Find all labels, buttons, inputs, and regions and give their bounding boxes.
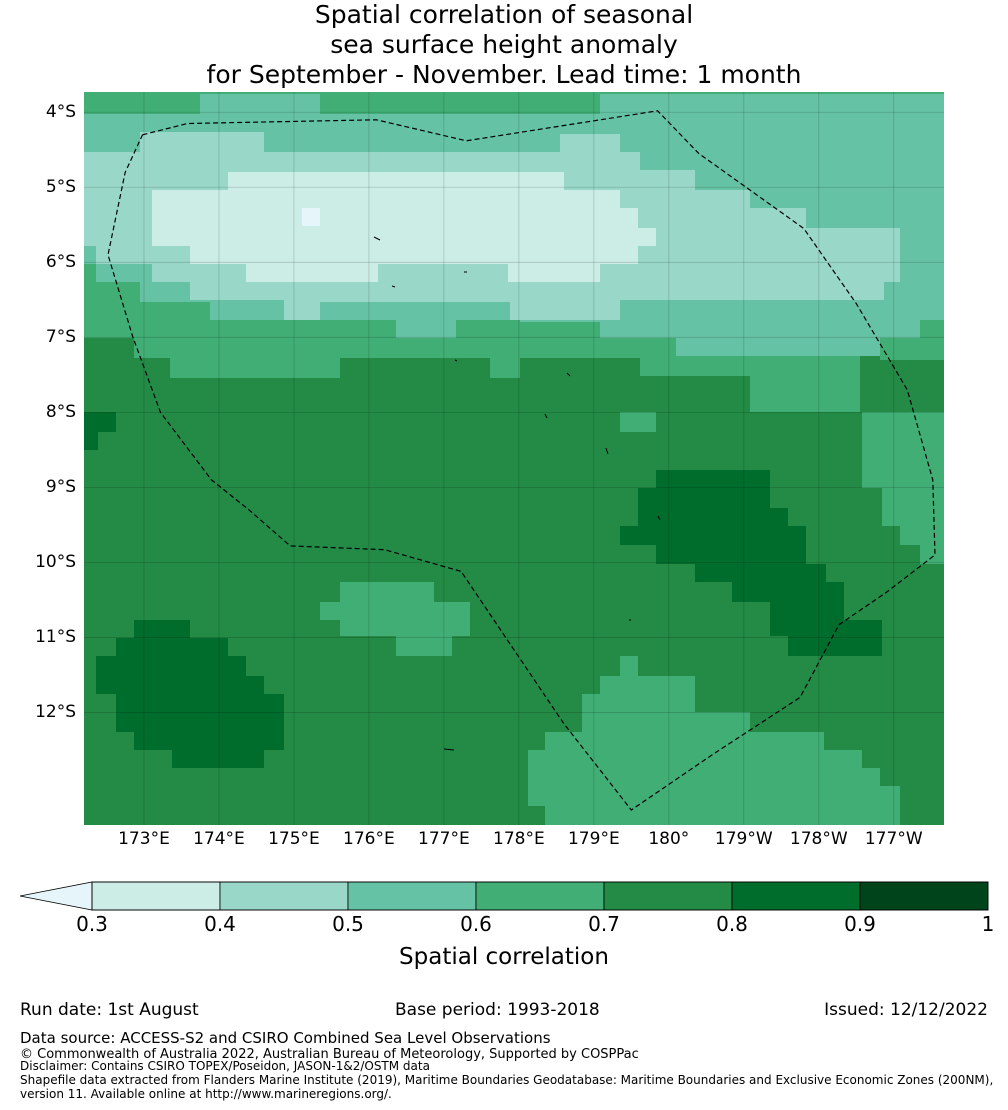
region-corr-below-0.3 [302, 208, 320, 226]
eez-boundary [107, 110, 936, 811]
region-corr-0.6-east [862, 412, 944, 564]
latitude-label: 9°S [45, 477, 76, 498]
colorbar-tick-label: 0.7 [588, 912, 620, 936]
colorbar-segment [219, 881, 349, 911]
colorbar-tick-label: 0.9 [844, 912, 876, 936]
colorbar-segment [91, 881, 221, 911]
data-source: Data source: ACCESS-S2 and CSIRO Combine… [20, 1029, 551, 1047]
shapefile-credit-2: version 11. Available online at http://w… [20, 1087, 392, 1101]
latitude-label: 12°S [35, 702, 76, 723]
latitude-label: 4°S [45, 102, 76, 123]
colorbar-tick-label: 0.6 [460, 912, 492, 936]
latitude-label: 10°S [35, 552, 76, 573]
latitude-label: 8°S [45, 402, 76, 423]
colorbar-segment [347, 881, 477, 911]
latitude-label: 7°S [45, 327, 76, 348]
colorbar-tick-label: 1 [981, 912, 995, 936]
colorbar-segment [859, 881, 989, 911]
longitude-label: 174°E [193, 829, 245, 849]
longitude-label: 180° [648, 829, 690, 849]
colorbar-segment [731, 881, 861, 911]
region-corr-0.3 [152, 172, 656, 282]
islands [373, 236, 661, 751]
title-line-1: Spatial correlation of seasonal [314, 0, 694, 29]
longitude-label: 175°E [268, 829, 320, 849]
colorbar-segment [475, 881, 605, 911]
colorbar-label: Spatial correlation [399, 944, 609, 970]
latitude-label: 5°S [45, 177, 76, 198]
copyright: © Commonwealth of Australia 2022, Austra… [20, 1047, 639, 1062]
colorbar-tick-label: 0.3 [76, 912, 108, 936]
region-corr-0.6-south [528, 656, 900, 825]
colorbar-frame [91, 881, 989, 911]
longitude-label: 173°E [118, 829, 170, 849]
colorbar-tick-label: 0.8 [716, 912, 748, 936]
correlation-map [84, 92, 944, 825]
region-corr-0.6-central [320, 582, 470, 656]
title-line-2: sea surface height anomaly [330, 30, 678, 59]
shapefile-credit-1: Shapefile data extracted from Flanders M… [20, 1073, 994, 1087]
run-date: Run date: 1st August [20, 1000, 199, 1020]
region-corr-0.6-small [620, 412, 656, 432]
issued-date: Issued: 12/12/2022 [824, 1000, 988, 1020]
longitude-label: 179°W [714, 829, 773, 849]
longitude-label: 179°E [567, 829, 620, 849]
region-corr-0.8-east [620, 470, 882, 656]
colorbar-tick-label: 0.5 [332, 912, 364, 936]
colorbar [19, 881, 989, 911]
region-corr-0.8-edge [84, 412, 116, 432]
longitude-label: 178°W [789, 829, 848, 849]
chart-title: Spatial correlation of seasonal sea surf… [0, 0, 1008, 90]
longitude-label: 176°E [343, 829, 395, 849]
base-period: Base period: 1993-2018 [395, 1000, 600, 1020]
graticule [84, 92, 944, 825]
disclaimer: Disclaimer: Contains CSIRO TOPEX/Poseido… [20, 1059, 430, 1073]
latitude-label: 11°S [35, 627, 76, 648]
region-corr-0.8-west [96, 620, 284, 768]
title-line-3: for September - November. Lead time: 1 m… [206, 60, 802, 89]
longitude-label: 177°W [864, 829, 923, 849]
region-corr-0.8-edge-2 [84, 432, 98, 450]
colorbar-tick-label: 0.4 [204, 912, 236, 936]
latitude-label: 6°S [45, 252, 76, 273]
longitude-label: 177°E [418, 829, 470, 849]
colorbar-segment [603, 881, 733, 911]
colorbar-under-arrow [19, 881, 93, 911]
longitude-label: 178°E [493, 829, 545, 849]
